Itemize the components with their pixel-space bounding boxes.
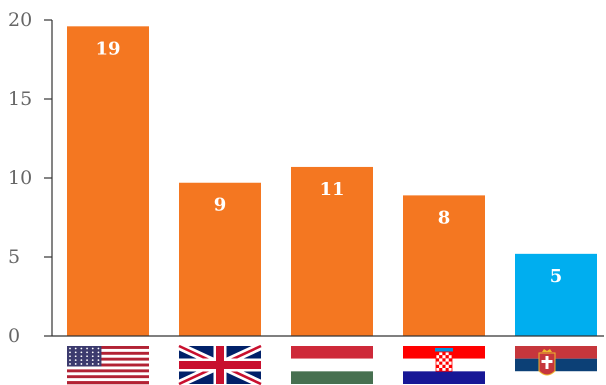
data-label-usa: 19 xyxy=(95,38,120,59)
bar-hungary xyxy=(291,166,373,336)
axes xyxy=(51,20,604,337)
data-label-hungary: 11 xyxy=(319,179,344,200)
bar-croatia xyxy=(403,195,485,336)
y-tick-label: 5 xyxy=(8,246,20,268)
y-axis-ticks: 0 5 10 15 20 xyxy=(8,9,52,347)
data-label-serbia: 5 xyxy=(550,266,563,287)
us-flag-icon xyxy=(67,346,149,385)
hungary-flag-icon xyxy=(291,346,373,384)
bars-group: 19 9 11 8 5 xyxy=(67,26,597,336)
y-tick-label: 0 xyxy=(8,325,20,347)
bar-usa xyxy=(67,26,149,336)
data-label-croatia: 8 xyxy=(438,207,451,228)
data-label-uk: 9 xyxy=(214,195,227,216)
bar-uk xyxy=(179,182,261,336)
uk-flag-icon xyxy=(177,342,263,385)
serbia-flag-icon xyxy=(515,346,597,384)
y-tick-label: 10 xyxy=(8,167,32,189)
croatia-flag-icon xyxy=(403,346,485,384)
x-axis-flag-icons xyxy=(67,342,597,385)
bar-serbia xyxy=(515,253,597,336)
y-tick-label: 15 xyxy=(8,88,32,110)
y-tick-label: 20 xyxy=(8,9,32,31)
